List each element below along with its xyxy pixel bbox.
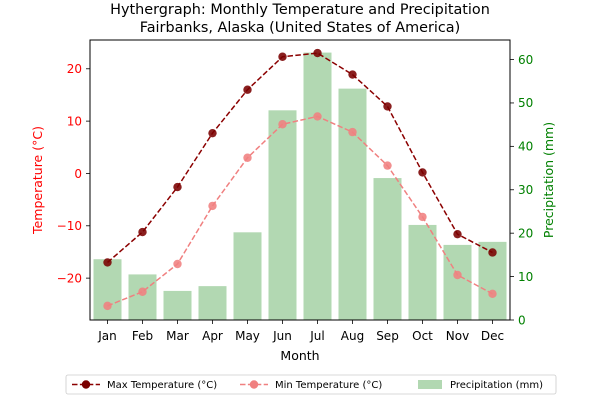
min-temp-point-mar bbox=[173, 259, 182, 269]
max-temp-point-feb bbox=[138, 227, 147, 237]
max-temp-point-dec bbox=[488, 248, 497, 257]
max-temp-point-aug bbox=[348, 70, 357, 79]
max-temp-point-jan bbox=[103, 258, 112, 267]
right-y-tick-label: 10 bbox=[518, 270, 533, 284]
precip-legend-label: Precipitation (mm) bbox=[450, 380, 543, 391]
min-temp-legend-marker bbox=[249, 380, 259, 389]
min-temp-legend-label: Min Temperature (°C) bbox=[275, 380, 382, 391]
precipitation-bars bbox=[93, 52, 507, 321]
x-tick-label: Jul bbox=[309, 329, 324, 343]
min-temp-line bbox=[107, 115, 493, 307]
max-temp-point-nov bbox=[453, 229, 462, 239]
legend: Max Temperature (°C) Min Temperature (°C)… bbox=[65, 374, 557, 395]
right-y-tick-label: 0 bbox=[518, 313, 526, 327]
x-tick-label: Mar bbox=[166, 329, 189, 343]
x-tick-label: May bbox=[235, 329, 260, 343]
left-y-axis-ticks: −20 −10 0 10 20 bbox=[57, 62, 90, 285]
left-y-tick-label: 0 bbox=[74, 167, 82, 181]
x-tick-label: Feb bbox=[132, 329, 153, 343]
x-axis-label: Month bbox=[280, 348, 319, 363]
x-tick-label: Nov bbox=[446, 329, 469, 343]
left-y-tick-label: −20 bbox=[57, 271, 82, 285]
min-temp-point-feb bbox=[138, 287, 147, 296]
precip-bar-mar bbox=[163, 290, 192, 320]
precip-bar-jun bbox=[268, 110, 297, 320]
precip-bar-jan bbox=[93, 259, 122, 320]
x-tick-label: Sep bbox=[376, 329, 399, 343]
min-temp-point-sep bbox=[383, 161, 392, 170]
x-tick-label: Aug bbox=[341, 329, 364, 343]
x-axis-ticks: Jan Feb Mar Apr May Jun Jul Aug Sep Oct Nov Dec bbox=[97, 320, 504, 343]
plot-frame bbox=[89, 39, 511, 321]
x-tick-label: Jun bbox=[272, 329, 292, 343]
precip-bar-apr bbox=[198, 286, 227, 320]
max-temp-legend-marker bbox=[81, 380, 91, 389]
left-y-axis-label: Temperature (°C) bbox=[30, 126, 45, 235]
precip-bar-may bbox=[233, 232, 262, 320]
precip-bar-aug bbox=[338, 88, 367, 321]
min-temp-point-dec bbox=[488, 289, 497, 299]
max-temp-point-mar bbox=[173, 182, 182, 192]
right-y-tick-label: 50 bbox=[518, 96, 533, 110]
max-temp-point-jul bbox=[313, 48, 322, 58]
max-temp-point-sep bbox=[383, 102, 392, 111]
legend-box bbox=[65, 374, 557, 395]
x-tick-label: Jan bbox=[97, 329, 117, 343]
max-temp-point-may bbox=[243, 85, 252, 94]
min-temp-point-oct bbox=[418, 212, 427, 222]
max-temp-point-oct bbox=[418, 168, 427, 177]
x-tick-label: Dec bbox=[481, 329, 504, 343]
left-y-tick-label: −10 bbox=[57, 219, 82, 233]
min-temp-point-nov bbox=[453, 270, 462, 280]
min-temp-point-jul bbox=[313, 112, 322, 121]
max-temp-line bbox=[107, 52, 493, 263]
right-y-axis-label: Precipitation (mm) bbox=[541, 122, 556, 238]
min-temp-point-jan bbox=[103, 301, 112, 311]
precip-bar-oct bbox=[408, 224, 437, 320]
precip-bar-nov bbox=[443, 244, 472, 320]
precip-legend-patch bbox=[418, 380, 442, 389]
min-temp-point-aug bbox=[348, 127, 357, 137]
x-tick-label: Apr bbox=[202, 329, 223, 343]
min-temp-point-apr bbox=[208, 201, 217, 211]
min-temp-point-may bbox=[243, 153, 252, 162]
right-y-tick-label: 60 bbox=[518, 53, 533, 67]
max-temp-point-apr bbox=[208, 128, 217, 138]
precip-bar-sep bbox=[373, 178, 402, 320]
min-temp-point-jun bbox=[278, 120, 287, 129]
temperature-lines bbox=[103, 48, 497, 311]
max-temp-legend-label: Max Temperature (°C) bbox=[107, 380, 217, 391]
left-y-tick-label: 10 bbox=[67, 114, 82, 128]
right-y-tick-label: 30 bbox=[518, 183, 533, 197]
right-y-tick-label: 20 bbox=[518, 226, 533, 240]
chart-title-line1: Hythergraph: Monthly Temperature and Pre… bbox=[110, 2, 490, 18]
max-temp-point-jun bbox=[278, 52, 287, 61]
right-y-tick-label: 40 bbox=[518, 140, 533, 154]
precip-bar-feb bbox=[128, 274, 157, 320]
precip-bar-jul bbox=[303, 52, 332, 321]
x-tick-label: Oct bbox=[412, 329, 433, 343]
right-y-axis-ticks: 0 10 20 30 40 50 60 bbox=[510, 53, 533, 327]
left-y-tick-label: 20 bbox=[67, 62, 82, 76]
chart-title-line2: Fairbanks, Alaska (United States of Amer… bbox=[140, 20, 460, 36]
